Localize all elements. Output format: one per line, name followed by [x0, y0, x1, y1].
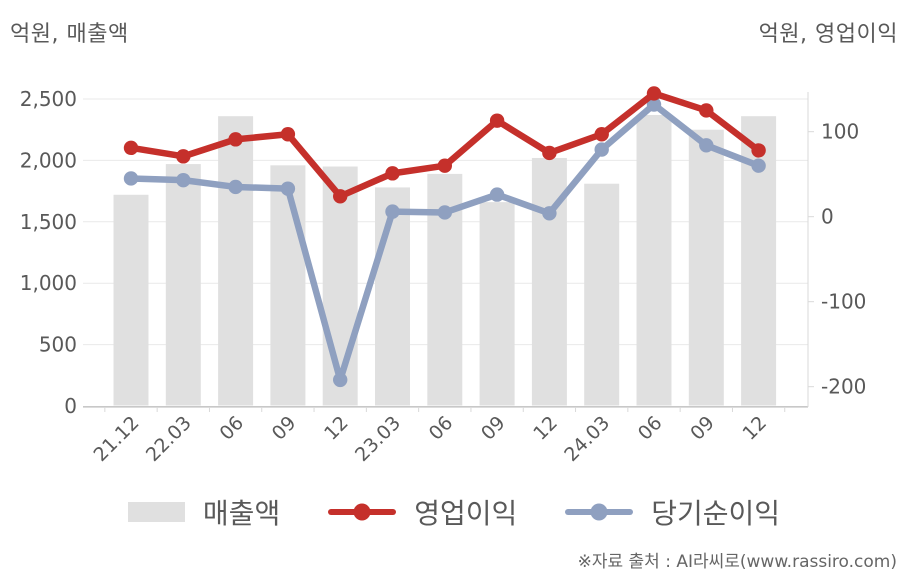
net-income-point [751, 158, 766, 173]
x-axis-label: 06 [634, 412, 667, 445]
operating-profit-point [176, 149, 191, 164]
x-axis-label: 12 [320, 412, 353, 445]
left-axis-tick-label: 0 [64, 394, 77, 418]
combo-chart-canvas: 0 500 1,000 1,500 2,000 2,500 100 0 -100 -200 21.1… [20, 86, 866, 466]
left-axis-tick-label: 2,000 [20, 148, 77, 172]
operating-profit-point [280, 127, 296, 142]
operating-profit-point [751, 143, 766, 158]
net-income-point [176, 172, 191, 188]
net-income-point [542, 206, 557, 221]
net-income-point [646, 97, 662, 112]
x-axis-label: 12 [529, 412, 562, 445]
operating-profit-point [594, 127, 609, 142]
x-axis-label: 21.12 [90, 412, 144, 466]
revenue-bar [218, 116, 254, 406]
net-income-point [437, 205, 452, 220]
net-income-point [385, 204, 400, 219]
operating-profit-point [699, 103, 714, 118]
operating-profit-point [437, 158, 452, 173]
net-income-dot-icon [590, 503, 608, 521]
left-axis-tick-label: 500 [39, 333, 77, 357]
legend-item-operating-profit: 영업이익 [328, 492, 517, 532]
right-axis-tick-label: -200 [821, 375, 866, 399]
net-income-point [489, 187, 505, 202]
x-axis-label: 09 [477, 412, 510, 445]
operating-profit-line-marker-icon [328, 503, 397, 521]
net-income-point [699, 138, 714, 153]
x-axis-label: 22.03 [142, 412, 196, 466]
legend-item-net-income: 당기순이익 [565, 492, 780, 532]
revenue-bar [688, 129, 724, 406]
left-axis-tick-label: 1,000 [20, 271, 77, 295]
net-income-point [333, 372, 348, 388]
left-axis-title: 억원, 매출액 [10, 22, 129, 47]
net-income-line-marker-icon [565, 503, 634, 521]
revenue-bar [479, 202, 515, 406]
net-income-point [228, 179, 243, 195]
left-axis-tick-label: 1,500 [20, 210, 77, 234]
source-attribution: ※자료 출처 : AI라씨로(www.rassiro.com) [577, 552, 897, 572]
operating-profit-point [542, 145, 557, 161]
legend-label-operating-profit: 영업이익 [414, 497, 518, 530]
revenue-bar [322, 166, 358, 406]
operating-profit-dot-icon [353, 503, 371, 521]
net-income-point [123, 171, 139, 186]
revenue-bar [375, 187, 410, 406]
right-axis-tick-label: -100 [821, 290, 866, 314]
operating-profit-point [489, 113, 505, 128]
x-axis-label: 23.03 [351, 412, 405, 466]
revenue-bar [584, 183, 620, 406]
x-axis-label: 06 [425, 412, 458, 445]
operating-profit-point [228, 132, 243, 147]
x-axis-label: 06 [215, 412, 248, 445]
x-axis-label: 09 [268, 412, 301, 445]
revenue-bar [270, 165, 306, 406]
right-axis-tick-label: 0 [821, 205, 834, 229]
operating-profit-point [123, 140, 139, 156]
x-axis-label: 09 [686, 412, 719, 445]
legend-label-revenue: 매출액 [202, 497, 281, 530]
right-axis-title: 억원, 영업이익 [758, 22, 898, 47]
revenue-bar [113, 194, 149, 406]
revenue-bar-swatch-icon [127, 502, 185, 522]
legend-label-net-income: 당기순이익 [651, 497, 781, 530]
x-axis-label: 24.03 [560, 412, 614, 466]
operating-profit-point [646, 86, 662, 101]
operating-profit-point [385, 166, 400, 181]
revenue-bar [636, 114, 672, 406]
left-axis-tick-label: 2,500 [20, 87, 77, 111]
revenue-bar [165, 164, 201, 406]
right-axis-tick-label: 100 [821, 120, 859, 144]
chart-legend: 매출액 영업이익 당기순이익 [0, 492, 908, 532]
net-income-point [594, 142, 609, 157]
net-income-point [280, 181, 296, 196]
legend-item-revenue: 매출액 [127, 492, 281, 532]
operating-profit-point [333, 189, 348, 204]
x-axis-label: 12 [738, 412, 771, 445]
